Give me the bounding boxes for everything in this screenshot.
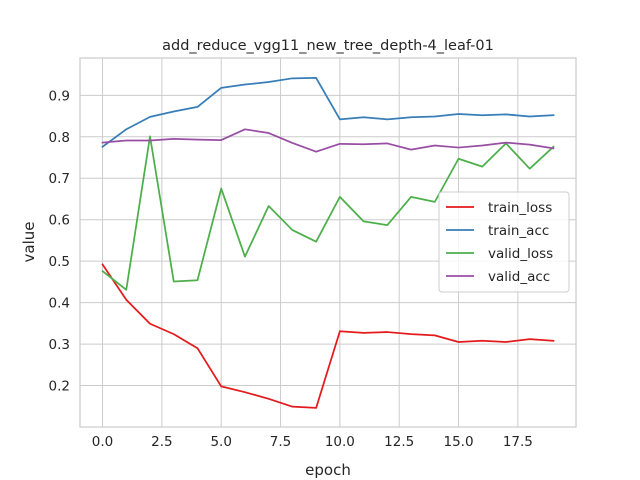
y-tick-label: 0.2 (49, 379, 70, 395)
legend-label-valid-loss: valid_loss (488, 246, 553, 262)
y-tick-label: 0.7 (49, 171, 70, 187)
x-tick-label: 5.0 (210, 434, 231, 450)
series-layer (101, 77, 555, 409)
y-tick-label: 0.5 (49, 254, 70, 270)
x-axis-label: epoch (305, 461, 351, 479)
legend: train_loss train_acc valid_loss valid_acc (438, 191, 570, 293)
y-axis-label: value (20, 222, 38, 263)
x-tick-label: 7.5 (270, 434, 291, 450)
y-tick-label: 0.6 (49, 213, 70, 229)
plot-frame (79, 57, 577, 428)
series-line-valid-loss (101, 135, 555, 291)
legend-label-train-loss: train_loss (488, 200, 552, 216)
x-tick-label: 10.0 (325, 434, 355, 450)
y-tick-label: 0.9 (49, 88, 70, 104)
tick-labels: 0.0 2.5 5.0 7.5 10.0 12.5 15.0 17.5 0.2 0.3 0.4 0.5… (49, 88, 533, 450)
x-tick-label: 15.0 (443, 434, 473, 450)
x-tick-label: 0.0 (92, 434, 113, 450)
series-line-valid-acc (101, 128, 555, 153)
series-line-train-loss (101, 263, 555, 409)
x-tick-label: 2.5 (151, 434, 172, 450)
legend-label-train-acc: train_acc (488, 223, 549, 239)
y-tick-label: 0.4 (49, 296, 70, 312)
x-tick-label: 12.5 (384, 434, 414, 450)
y-tick-label: 0.3 (49, 337, 70, 353)
chart-title: add_reduce_vgg11_new_tree_depth-4_leaf-0… (162, 38, 494, 54)
x-tick-label: 17.5 (503, 434, 533, 450)
series-line-train-acc (101, 77, 555, 148)
y-tick-label: 0.8 (49, 130, 70, 146)
legend-box (438, 191, 570, 293)
legend-label-valid-acc: valid_acc (488, 269, 550, 285)
